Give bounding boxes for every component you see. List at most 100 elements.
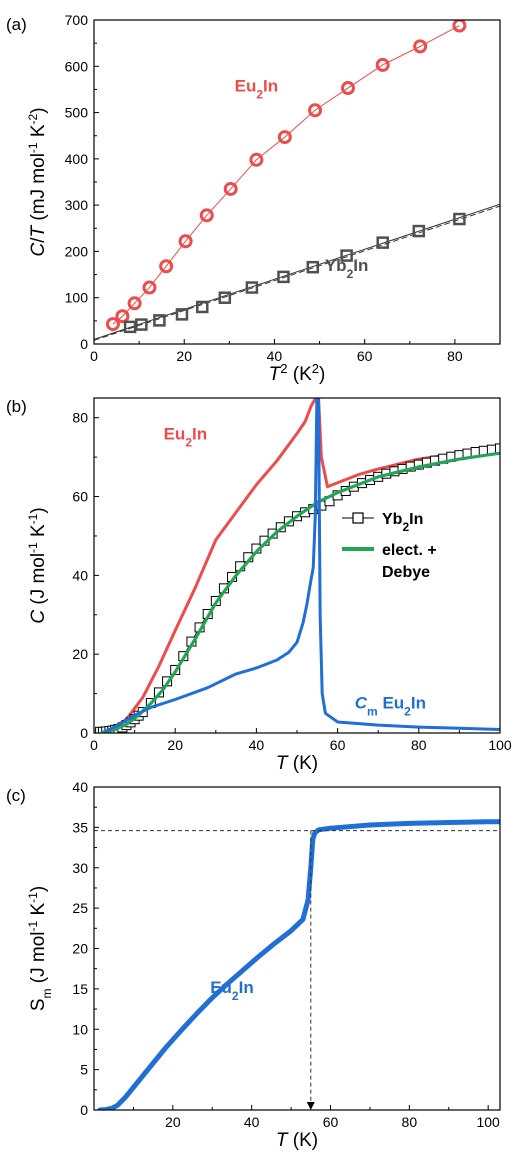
axes-frame [93,786,501,1111]
series-eu2in-point [277,130,292,145]
x-tick-label: 100 [476,1114,500,1130]
series-eu2in-line [100,398,500,733]
y-tick-label: 15 [72,981,88,997]
y-tick-label: 200 [65,243,89,259]
x-axis-label: T2 (K2) [269,361,326,386]
y-axis-label: C/T (mJ mol-1 K-2) [26,107,49,256]
x-tick-label: 0 [90,348,98,364]
y-tick-label: 0 [80,336,88,352]
series-eu2in-point [413,39,428,54]
series-yb2in-point [135,318,148,331]
y-tick-label: 100 [65,290,89,306]
y-tick-label: 700 [65,12,89,28]
x-tick-label: 20 [167,737,183,753]
series-yb2in-point [495,443,500,454]
y-tick-label: 400 [65,151,89,167]
series-yb2in-point [123,320,137,334]
y-tick-label: 300 [65,197,89,213]
x-tick-label: 20 [165,1114,181,1130]
fit-line [94,203,500,340]
x-tick-label: 60 [357,348,373,364]
y-tick-label: 25 [72,900,88,916]
x-tick-label: 80 [411,737,427,753]
y-tick-label: 40 [72,567,88,583]
series-yb2in-point [196,300,209,314]
x-tick-label: 60 [323,1114,339,1130]
series-yb2in-point [175,308,189,321]
y-tick-label: 80 [72,410,88,426]
y-axis-label: C (J mol-1 K-1) [26,507,49,623]
panel-b: (b) 0 20 40 60 80 100 0 20 40 60 80 T (K) C (J mol-1 … [6,397,512,774]
series-yb2in-point [153,314,166,327]
series-eu2in-point [375,57,390,72]
y-tick-label: 20 [72,941,88,957]
x-tick-label: 100 [488,737,512,753]
series-eu2in-point [142,280,157,295]
series-cm-eu2in-line [104,398,500,733]
series-eu2in-point [105,317,120,332]
y-axis-label: Sm (J mol-1 K-1) [26,886,54,1011]
legend-label: Yb2In [382,511,423,534]
series-eu2in-point [249,152,264,167]
series-eu2in-point [223,181,238,196]
axes-frame [93,397,501,734]
series-eu2in-point [308,103,323,118]
series-eu2in-point [178,234,193,249]
series-annotation: Eu2In [235,77,279,102]
y-tick-label: 500 [65,105,89,121]
y-tick-label: 600 [65,58,89,74]
x-tick-label: 40 [249,737,265,753]
x-axis-label: T (K) [276,1130,318,1151]
series-yb2in-point [412,224,426,238]
x-tick-label: 80 [447,348,463,364]
panel-label: (b) [6,397,27,416]
series-yb2in-point [245,281,259,294]
panel-label: (a) [6,15,27,34]
x-tick-label: 40 [244,1114,260,1130]
series-yb2in-point [306,260,320,274]
y-tick-label: 0 [80,725,88,741]
panel-a: (a) 0 20 40 60 80 0 100 200 300 400 500 600 700 T2 (K2… [6,12,501,386]
legend-marker [352,512,364,524]
series-annotation: Eu2In [164,424,208,449]
series-eu2in-line [97,819,500,1110]
series-yb2in-point [453,212,466,226]
y-tick-label: 10 [72,1021,88,1037]
y-tick-label: 30 [72,860,88,876]
series-annotation: Cm Eu2In [355,694,426,719]
series-eu2in-point [340,81,355,96]
y-tick-label: 5 [80,1062,88,1078]
y-tick-label: 40 [72,779,88,795]
y-tick-label: 35 [72,819,88,835]
x-tick-label: 20 [176,348,192,364]
x-axis-label: T (K) [276,753,318,774]
series-eu2in-point [115,309,130,324]
x-tick-label: 60 [330,737,346,753]
x-tick-label: 0 [90,737,98,753]
series-eu2in-point [199,208,214,223]
series-elect-debye-line [100,451,500,733]
plot-area [94,20,500,341]
guide-arrow [306,1102,315,1110]
series-yb2in-point [277,270,290,284]
series-yb2in-point [340,249,353,262]
plot-area [95,398,500,733]
axes-frame [93,19,501,345]
fit-line [94,205,500,341]
series-eu2in-line [112,25,460,325]
x-tick-label: 40 [267,348,283,364]
x-tick-label: 80 [402,1114,418,1130]
series-eu2in-point [127,296,142,311]
y-tick-label: 0 [80,1102,88,1118]
series-eu2in-point [159,259,174,274]
panel-c: (c) 20 40 60 80 100 0 5 10 15 20 25 30 35 40 T (K) Sm (J… [6,779,501,1151]
series-yb2in-point [218,291,232,304]
series-yb2in-point [376,236,389,249]
legend-label: elect. + [382,542,437,559]
y-tick-label: 20 [72,646,88,662]
panel-label: (c) [6,786,26,805]
plot-area [97,819,500,1110]
legend-label-2: Debye [382,564,430,581]
y-tick-label: 60 [72,489,88,505]
